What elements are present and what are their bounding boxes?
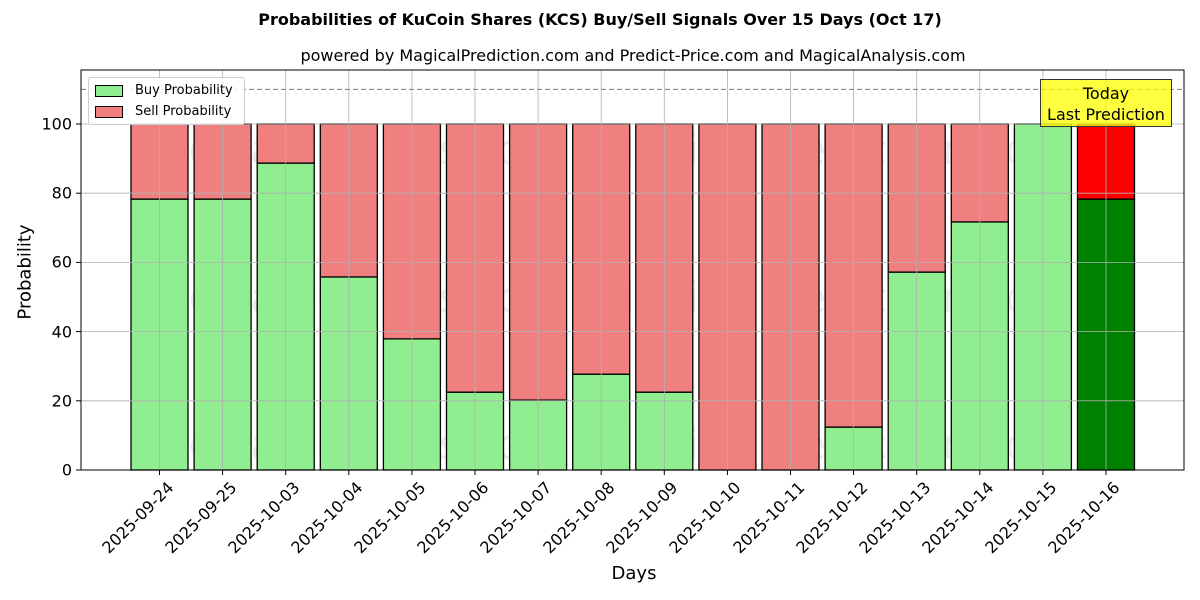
today-annotation: Today Last Prediction (1040, 79, 1172, 127)
y-tick-label: 40 (51, 322, 72, 342)
y-tick-label: 20 (51, 391, 72, 411)
legend-label-sell: Sell Probability (135, 104, 232, 119)
y-tick-label: 60 (51, 252, 72, 272)
axes-frame (80, 69, 1185, 471)
y-axis-label: Probability (14, 224, 36, 320)
annotation-line-2: Last Prediction (1047, 105, 1165, 124)
y-tick-label: 0 (61, 460, 72, 480)
y-tick-label: 80 (51, 183, 72, 203)
legend: Buy Probability Sell Probability (88, 77, 245, 125)
chart-subtitle: powered by MagicalPrediction.com and Pre… (300, 46, 966, 65)
x-axis-label: Days (611, 563, 657, 584)
sell-swatch (95, 105, 123, 118)
chart-title: Probabilities of KuCoin Shares (KCS) Buy… (258, 10, 942, 29)
legend-item-buy: Buy Probability (95, 83, 233, 98)
legend-item-sell: Sell Probability (95, 104, 231, 119)
legend-label-buy: Buy Probability (135, 83, 233, 98)
buy-swatch (95, 84, 123, 97)
annotation-line-1: Today (1082, 84, 1130, 103)
y-tick-label: 100 (41, 114, 72, 134)
